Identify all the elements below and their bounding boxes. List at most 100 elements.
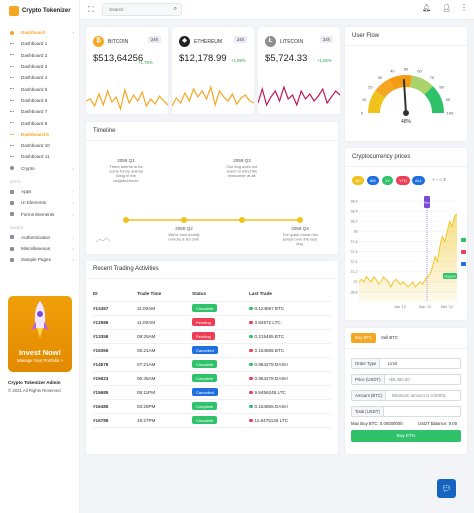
user-icon[interactable]: 👤︎: [442, 5, 451, 12]
range-all[interactable]: ALL: [412, 176, 426, 185]
fullscreen-icon[interactable]: ⛶: [88, 5, 94, 14]
amount-field[interactable]: Amount (BTC) Minimum amount is 0.00001: [351, 390, 461, 401]
sidebar-item-dashboard-5-label: Dashboard 5: [21, 86, 48, 92]
search-box: ⌕: [102, 3, 182, 16]
range-1m[interactable]: 1M: [352, 176, 364, 185]
sidebar-item-dashboard-3[interactable]: Dashboard 3: [0, 61, 80, 72]
search-icon[interactable]: ⌕: [173, 6, 177, 12]
table-row[interactable]: #16785 19:27PM Complete 11.8475125 LTC: [93, 413, 331, 428]
total-field[interactable]: Total (USDT): [351, 406, 461, 417]
chart-side-flag[interactable]: [461, 262, 466, 266]
timeline-text: The quick brown fox jumps over the lazy do…: [282, 232, 318, 246]
chevron-icon: ›: [72, 234, 74, 240]
sidebar-item-app-3[interactable]: Forms Elements ›: [0, 208, 80, 219]
timeline-dot: [239, 217, 245, 223]
table-row[interactable]: #15623 06:45AM Complete 0.954278 DASH: [93, 371, 331, 386]
trade-last: 3.84572 LTC: [254, 319, 281, 325]
chart-side-flag[interactable]: [461, 250, 466, 254]
buy-marker[interactable]: [424, 196, 430, 208]
grid-icon: [10, 200, 14, 205]
tab-sell-btc[interactable]: Sell BTC: [381, 335, 398, 340]
col-id: ID: [93, 287, 137, 302]
coin-price: $513,64256: [93, 53, 144, 64]
range-1y[interactable]: 1Y: [382, 176, 393, 185]
sidebar-item-page-3[interactable]: Sample Pages ›: [0, 254, 80, 265]
sidebar-item-dashboard-7[interactable]: Dashboard 7: [0, 106, 80, 117]
table-row[interactable]: #15366 08:21AM Cancelled 0.154585 BTC: [93, 343, 331, 358]
sidebar-item-dashboard[interactable]: Dashboard ›: [0, 27, 80, 38]
sidebar-item-dashboard-5[interactable]: Dashboard 5: [0, 83, 80, 94]
sidebar-item-dashboard-9-label: Dashboard 9: [21, 131, 49, 137]
sidebar-item-page-2[interactable]: Miscellaneous ›: [0, 243, 80, 254]
y-tick-label: 37: [354, 280, 358, 284]
order-type-select[interactable]: Order Type Limit: [351, 358, 461, 369]
up-dot-icon: [249, 334, 253, 339]
tab-buy-btc[interactable]: Buy BTC: [351, 333, 377, 343]
amount-input[interactable]: Minimum amount is 0.00001: [392, 393, 446, 398]
sidebar-item-dashboard-6[interactable]: Dashboard 6: [0, 95, 80, 106]
price-label: Price (USDT): [352, 375, 385, 384]
dots-icon: [10, 156, 14, 158]
trade-last: 0.215485 BTC: [254, 333, 285, 339]
sidebar-item-dashboard-9[interactable]: Dashboard 9: [0, 129, 80, 140]
table-row[interactable]: #12457 11:00AM Complete 0.124587 BTC: [93, 301, 331, 316]
price-line: [358, 213, 458, 288]
period-badge[interactable]: 24h: [233, 36, 247, 43]
gauge-tick-label: 70: [430, 75, 435, 80]
chart-side-flag[interactable]: [461, 238, 466, 242]
sidebar-item-dashboard-10[interactable]: Dashboard 10: [0, 140, 80, 151]
invest-promo[interactable]: Invest Now! Manage Your Portfolio >: [8, 296, 72, 372]
range-6m[interactable]: 6M: [367, 176, 379, 185]
ethereum-icon: ◆: [179, 36, 190, 47]
table-row[interactable]: #14578 07:21AM Complete 0.954278 DASH: [93, 357, 331, 372]
col-last: Last Trade: [249, 287, 331, 302]
trade-id: #12457: [93, 301, 137, 316]
trade-id: #16785: [93, 413, 137, 428]
down-dot-icon: [249, 320, 253, 325]
sidebar-item-page-1[interactable]: Authentication ›: [0, 232, 80, 243]
sidebar-item-app-2[interactable]: UI Elements ›: [0, 197, 80, 208]
period-badge[interactable]: 24h: [319, 36, 333, 43]
table-row[interactable]: #13358 09:25AM Pending 0.215485 BTC: [93, 329, 331, 344]
sidebar-item-crypto[interactable]: Crypto ›: [0, 163, 80, 174]
status-badge: Cancelled: [192, 346, 218, 354]
zoom-out-icon[interactable]: −: [435, 177, 440, 182]
coin-card-bitcoin: ₿ BITCOIN 24h $513,64256 +1,75%: [86, 27, 168, 114]
sidebar-item-dashboard-2[interactable]: Dashboard 2: [0, 50, 80, 61]
sidebar-item-app-1[interactable]: Apps ›: [0, 186, 80, 197]
coin-price: $5,724.33: [265, 53, 308, 64]
order-type-value: Limit: [388, 361, 398, 366]
table-row[interactable]: #12586 11:00AM Pending 3.84572 LTC: [93, 315, 331, 330]
range-ytd[interactable]: YTD: [396, 176, 410, 185]
promo-subtitle[interactable]: Manage Your Portfolio >: [17, 358, 63, 363]
sidebar-item-dashboard-label: Dashboard: [21, 30, 45, 36]
trade-last-cell: 0.954278 DASH: [249, 357, 331, 372]
top-bar: ⛶ ⌕ 🔔︎ 👤︎ ⋮: [80, 0, 474, 20]
bell-icon[interactable]: 🔔︎: [422, 5, 431, 12]
gauge-tick-label: 50: [404, 67, 409, 72]
zoom-in-icon[interactable]: +: [432, 177, 436, 182]
price-input[interactable]: ~$9,450.00: [388, 377, 410, 382]
period-badge[interactable]: 24h: [147, 36, 161, 43]
sidebar-item-dashboard-8[interactable]: Dashboard 8: [0, 117, 80, 128]
buy-eth-button[interactable]: Buy ETH: [351, 430, 461, 442]
more-vertical-icon[interactable]: ⋮: [460, 3, 468, 12]
sidebar-item-dashboard-11[interactable]: Dashboard 11: [0, 151, 80, 162]
trade-time: 07:21AM: [137, 357, 192, 372]
sidebar-item-dashboard-1[interactable]: Dashboard 1: [0, 38, 80, 49]
app-logo[interactable]: Crypto Tokenizer: [9, 6, 71, 16]
x-tick-label: Sep '12: [419, 305, 431, 309]
table-row[interactable]: #16485 03:28PM Complete 0.154855 DASH: [93, 399, 331, 414]
home-icon[interactable]: ⌂: [439, 177, 444, 182]
search-input[interactable]: [103, 4, 169, 15]
trade-id: #15623: [93, 371, 137, 386]
chat-icon[interactable]: 💬︎: [437, 479, 456, 498]
price-field[interactable]: Price (USDT) ~$9,450.00: [351, 374, 461, 385]
table-row[interactable]: #15685 05:11PM Cancelled 9.8456245 LTC: [93, 385, 331, 400]
menu-icon[interactable]: ≡: [443, 177, 447, 182]
chevron-icon: ›: [72, 30, 74, 36]
dots-icon: [10, 43, 14, 45]
sidebar-item-dashboard-4[interactable]: Dashboard 4: [0, 72, 80, 83]
trade-status-cell: Complete: [192, 413, 249, 428]
